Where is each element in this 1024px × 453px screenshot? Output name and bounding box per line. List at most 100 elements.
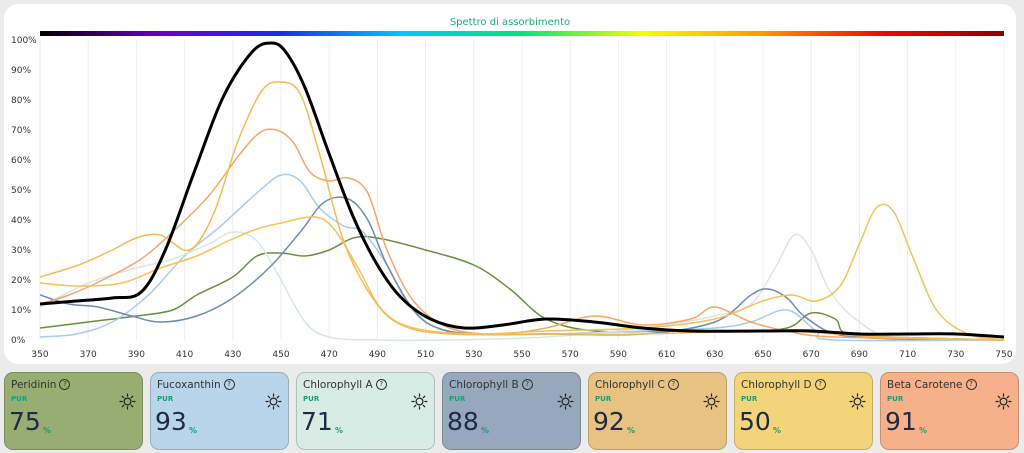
pigment-name: Peridinin? [11,379,71,391]
sun-icon[interactable] [119,393,136,410]
series-line-6 [40,203,1004,341]
pigment-name-label: Fucoxanthin [157,379,221,391]
x-tick-label: 390 [128,350,145,360]
pur-label: PUR [11,395,28,403]
sun-icon[interactable] [703,393,720,410]
question-circle-icon[interactable]: ? [375,379,387,390]
pur-label: PUR [157,395,174,403]
question-circle-icon[interactable]: ? [521,379,533,390]
pigment-card[interactable]: Fucoxanthin? PUR 93% [150,372,289,450]
y-tick-label: 30% [11,246,31,256]
x-tick-label: 410 [176,350,193,360]
pur-unit: % [43,426,52,435]
pigment-name: Chlorophyll B? [449,379,533,391]
x-tick-label: 670 [803,350,820,360]
pur-unit: % [189,426,198,435]
x-tick-label: 590 [610,350,627,360]
pur-label: PUR [741,395,758,403]
pur-unit: % [773,426,782,435]
absorption-chart: Spettro di assorbimento 0% 10% 20% 30% 40% 50… [11,17,1013,360]
pigment-card[interactable]: Chlorophyll A? PUR 71% [296,372,435,450]
series-line-3 [40,231,1004,342]
y-tick-label: 80% [11,96,31,106]
x-tick-label: 430 [224,350,241,360]
pigment-name: Beta Carotene? [887,379,977,391]
pigment-card[interactable]: Beta Carotene? PUR 91% [880,372,1019,450]
sun-icon[interactable] [265,393,282,410]
x-axis: 350 370 390 410 430 450 470 490 510 530 550 570 590 6… [31,350,1012,360]
pur-unit: % [335,426,344,435]
pur-label: PUR [595,395,612,403]
pur-value: 75 [9,407,41,436]
pigment-name-label: Chlorophyll C [595,379,665,391]
x-tick-label: 750 [995,350,1012,360]
question-circle-icon[interactable]: ? [667,379,679,390]
pur-label: PUR [449,395,466,403]
y-tick-label: 100% [11,36,37,46]
pigment-card[interactable]: Chlorophyll C? PUR 92% [588,372,727,450]
pigment-name-label: Chlorophyll B [449,379,519,391]
x-tick-label: 610 [658,350,675,360]
question-circle-icon[interactable]: ? [223,379,235,390]
sun-icon[interactable] [995,393,1012,410]
x-tick-label: 570 [562,350,579,360]
pigment-name-label: Peridinin [11,379,57,391]
chart-title: Spettro di assorbimento [450,17,570,28]
pur-value: 71 [301,407,333,436]
x-tick-label: 510 [417,350,434,360]
pigment-name-label: Beta Carotene [887,379,963,391]
chart-grid [39,40,1005,340]
pur-value: 93 [155,407,187,436]
pur-value: 91 [885,407,917,436]
absorption-chart-panel: Spettro di assorbimento 0% 10% 20% 30% 40% 50… [4,4,1016,364]
pur-label: PUR [887,395,904,403]
x-tick-label: 550 [513,350,530,360]
y-axis: 0% 10% 20% 30% 40% 50% 60% 70% 80% 90% 100% [11,36,37,346]
pigment-name: Chlorophyll D? [741,379,826,391]
pigment-card[interactable]: Chlorophyll B? PUR 88% [442,372,581,450]
pur-value: 50 [739,407,771,436]
pur-value: 92 [593,407,625,436]
y-tick-label: 40% [11,216,31,226]
y-tick-label: 90% [11,66,31,76]
x-tick-label: 490 [369,350,386,360]
pur-unit: % [481,426,490,435]
sun-icon[interactable] [849,393,866,410]
y-tick-label: 50% [11,186,31,196]
pur-label: PUR [303,395,320,403]
y-tick-label: 20% [11,276,31,286]
question-circle-icon[interactable]: ? [814,379,826,390]
pigment-name-label: Chlorophyll D [741,379,812,391]
y-tick-label: 70% [11,126,31,136]
pigment-name-label: Chlorophyll A [303,379,373,391]
pur-value: 88 [447,407,479,436]
x-tick-label: 650 [754,350,771,360]
pur-unit: % [919,426,928,435]
y-tick-label: 0% [11,336,26,346]
question-circle-icon[interactable]: ? [965,379,977,390]
pur-unit: % [627,426,636,435]
spectrum-bar [40,31,1004,36]
chart-series [40,41,1004,342]
pigment-name: Chlorophyll A? [303,379,387,391]
x-tick-label: 690 [851,350,868,360]
pigment-card[interactable]: Peridinin? PUR 75% [4,372,143,450]
pigment-name: Fucoxanthin? [157,379,235,391]
series-line-5 [40,128,1004,341]
x-tick-label: 350 [31,350,48,360]
question-circle-icon[interactable]: ? [59,379,71,390]
pigment-name: Chlorophyll C? [595,379,679,391]
x-tick-label: 370 [80,350,97,360]
x-tick-label: 450 [272,350,289,360]
sun-icon[interactable] [411,393,428,410]
y-tick-label: 60% [11,156,31,166]
x-tick-label: 630 [706,350,723,360]
x-tick-label: 470 [321,350,338,360]
pigment-card[interactable]: Chlorophyll D? PUR 50% [734,372,873,450]
sun-icon[interactable] [557,393,574,410]
x-tick-label: 530 [465,350,482,360]
y-tick-label: 10% [11,306,31,316]
pigment-cards: Peridinin? PUR 75% Fucoxanthin? PUR 93% Chloro… [0,372,1024,453]
series-line-8 [40,41,1004,339]
x-tick-label: 730 [947,350,964,360]
